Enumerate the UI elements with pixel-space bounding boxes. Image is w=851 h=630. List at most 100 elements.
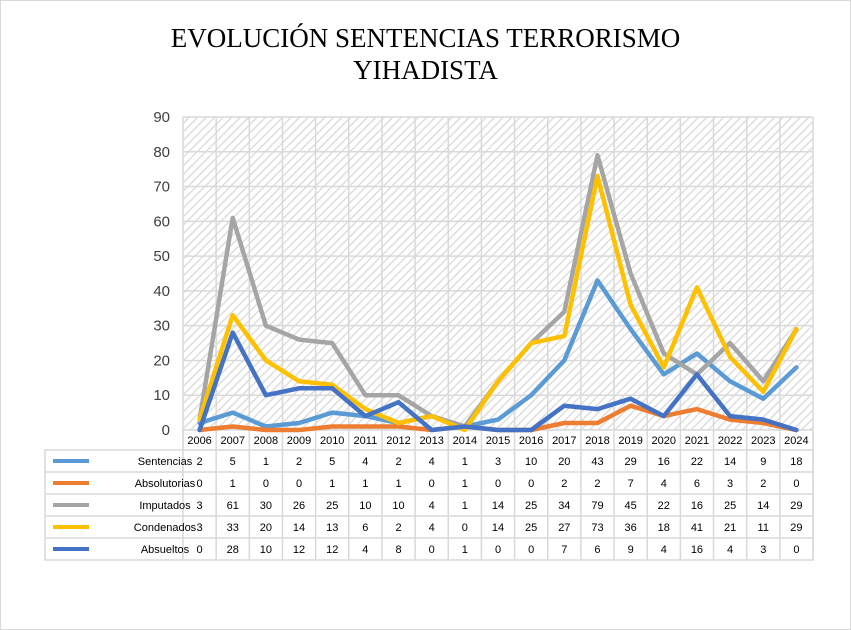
table-cell-value: 45 xyxy=(625,500,637,512)
y-tick-label: 20 xyxy=(153,352,170,369)
table-cell-value: 25 xyxy=(525,522,537,534)
table-cell-value: 2 xyxy=(395,522,401,534)
table-cell-value: 29 xyxy=(625,456,637,468)
x-tick-label: 2019 xyxy=(618,435,642,447)
legend-label: Condenados xyxy=(134,522,197,534)
y-tick-label: 0 xyxy=(162,422,170,439)
table-cell-value: 18 xyxy=(658,522,670,534)
x-tick-label: 2015 xyxy=(486,435,510,447)
table-cell-value: 22 xyxy=(658,500,670,512)
table-cell-value: 8 xyxy=(395,544,401,556)
table-cell-value: 12 xyxy=(326,544,338,556)
y-tick-label: 60 xyxy=(153,213,170,230)
table-cell-value: 0 xyxy=(495,544,501,556)
x-tick-label: 2014 xyxy=(453,435,477,447)
x-tick-label: 2008 xyxy=(254,435,278,447)
x-tick-label: 2018 xyxy=(585,435,609,447)
table-cell-value: 4 xyxy=(727,544,733,556)
x-tick-label: 2016 xyxy=(519,435,543,447)
table-cell-value: 9 xyxy=(760,456,766,468)
table-cell-value: 14 xyxy=(757,500,769,512)
table-cell-value: 1 xyxy=(462,544,468,556)
table-cell-value: 0 xyxy=(197,544,203,556)
table-cell-value: 0 xyxy=(296,478,302,490)
table-cell-value: 4 xyxy=(661,478,667,490)
table-cell-value: 41 xyxy=(691,522,703,534)
x-tick-label: 2022 xyxy=(718,435,742,447)
table-cell-value: 16 xyxy=(658,456,670,468)
table-cell-value: 2 xyxy=(395,456,401,468)
table-cell-value: 6 xyxy=(594,544,600,556)
table-cell-value: 0 xyxy=(429,478,435,490)
y-tick-label: 70 xyxy=(153,179,170,196)
table-cell-value: 2 xyxy=(760,478,766,490)
table-cell-value: 61 xyxy=(227,500,239,512)
table-cell-value: 3 xyxy=(197,500,203,512)
table-cell-value: 6 xyxy=(362,522,368,534)
x-tick-label: 2007 xyxy=(220,435,244,447)
table-cell-value: 5 xyxy=(230,456,236,468)
legend-label: Absueltos xyxy=(141,544,190,556)
table-cell-value: 16 xyxy=(691,544,703,556)
chart-title: EVOLUCIÓN SENTENCIAS TERRORISMO YIHADIST… xyxy=(0,22,851,86)
chart-title-line-1: EVOLUCIÓN SENTENCIAS TERRORISMO xyxy=(170,23,681,53)
table-cell-value: 0 xyxy=(197,478,203,490)
y-tick-label: 10 xyxy=(153,387,170,404)
data-table xyxy=(44,449,814,561)
table-cell-value: 73 xyxy=(591,522,603,534)
table-cell-value: 26 xyxy=(293,500,305,512)
x-tick-label: 2017 xyxy=(552,435,576,447)
table-cell-value: 21 xyxy=(724,522,736,534)
legend-label: Imputados xyxy=(139,500,191,512)
table-cell-value: 3 xyxy=(727,478,733,490)
table-cell-value: 9 xyxy=(628,544,634,556)
table-cell-value: 4 xyxy=(429,456,435,468)
table-cell-value: 29 xyxy=(790,500,802,512)
chart-title-line-2: YIHADISTA xyxy=(353,55,498,85)
table-cell-value: 2 xyxy=(197,456,203,468)
table-cell-value: 1 xyxy=(395,478,401,490)
table-cell-value: 1 xyxy=(230,478,236,490)
table-cell-value: 7 xyxy=(561,544,567,556)
y-tick-label: 30 xyxy=(153,318,170,335)
y-tick-label: 80 xyxy=(153,144,170,161)
legend-label: Absolutorias xyxy=(135,478,196,490)
y-tick-label: 90 xyxy=(153,109,170,126)
x-tick-label: 2023 xyxy=(751,435,775,447)
legend-label: Sentencias xyxy=(138,456,193,468)
table-cell-value: 29 xyxy=(790,522,802,534)
table-cell-value: 79 xyxy=(591,500,603,512)
table-cell-value: 10 xyxy=(260,544,272,556)
table-cell-value: 0 xyxy=(793,478,799,490)
table-cell-value: 0 xyxy=(528,478,534,490)
table-cell-value: 14 xyxy=(724,456,736,468)
table-cell-value: 1 xyxy=(263,456,269,468)
x-tick-label: 2012 xyxy=(386,435,410,447)
plot-area xyxy=(183,117,813,430)
x-tick-label: 2024 xyxy=(784,435,808,447)
table-cell-value: 0 xyxy=(793,544,799,556)
table-cell-value: 28 xyxy=(227,544,239,556)
table-cell-value: 14 xyxy=(492,500,504,512)
table-cell-value: 4 xyxy=(429,522,435,534)
series-line-condenados xyxy=(197,173,799,433)
table-cell-value: 6 xyxy=(694,478,700,490)
table-cell-value: 4 xyxy=(661,544,667,556)
table-cell-value: 16 xyxy=(691,500,703,512)
table-cell-value: 36 xyxy=(625,522,637,534)
table-cell-value: 2 xyxy=(296,456,302,468)
table-cell-value: 10 xyxy=(359,500,371,512)
table-cell-value: 10 xyxy=(525,456,537,468)
table-cell-value: 4 xyxy=(362,456,368,468)
table-cell-value: 14 xyxy=(293,522,305,534)
table-cell-value: 3 xyxy=(760,544,766,556)
y-tick-label: 40 xyxy=(153,283,170,300)
table-cell-value: 4 xyxy=(362,544,368,556)
table-cell-value: 5 xyxy=(329,456,335,468)
y-tick-label: 50 xyxy=(153,248,170,265)
x-tick-label: 2011 xyxy=(354,435,378,447)
table-cell-value: 14 xyxy=(492,522,504,534)
x-tick-label: 2006 xyxy=(187,435,211,447)
table-cell-value: 0 xyxy=(462,522,468,534)
